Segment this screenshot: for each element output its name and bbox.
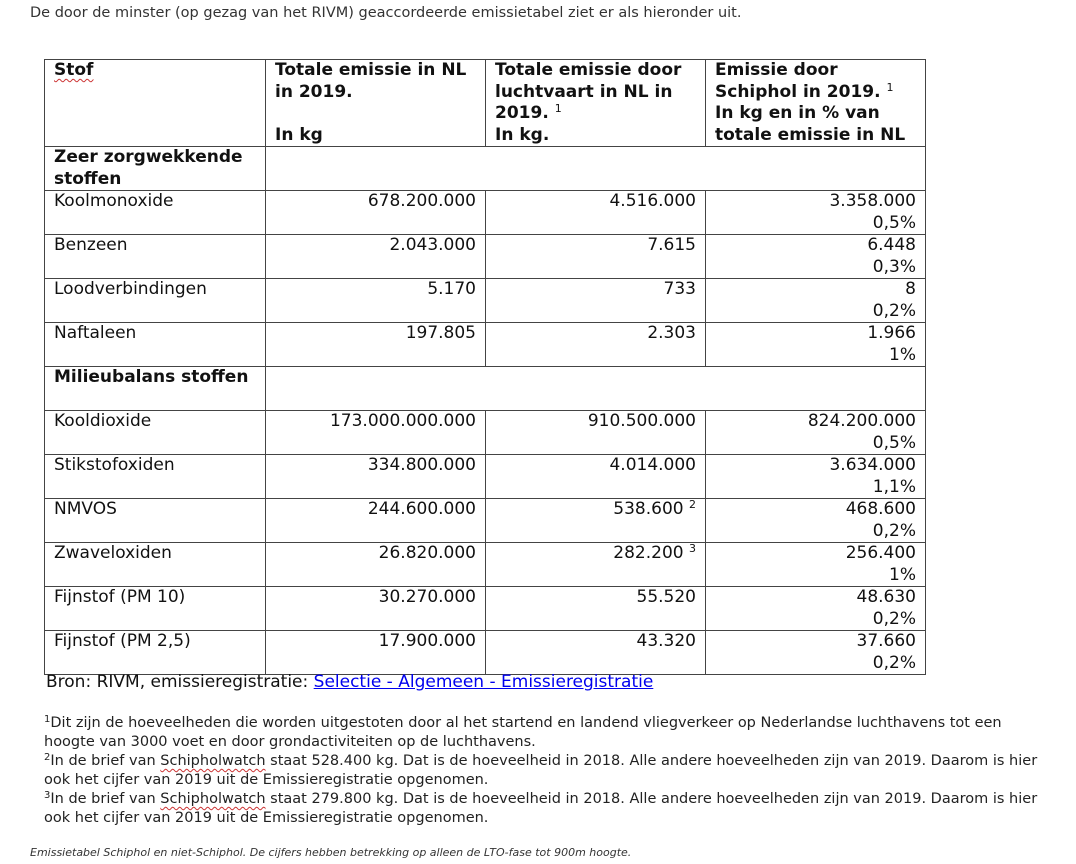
- table-row: Fijnstof (PM 10) 30.270.000 55.520 48.630 0,…: [44, 586, 926, 631]
- cell-stof: Benzeen: [44, 234, 266, 279]
- footnotes: 1Dit zijn de hoeveelheden die worden uit…: [44, 714, 1044, 828]
- cell-schiphol-pct: 0,5%: [872, 432, 916, 453]
- table-row: Stikstofoxiden 334.800.000 4.014.000 3.634.…: [44, 454, 926, 499]
- table-row: NMVOS 244.600.000 538.600 2 468.600 0,2%: [44, 498, 926, 543]
- cell-schiphol-pct: 0,3%: [872, 256, 916, 277]
- cell-aviation: 733: [485, 278, 706, 323]
- cell-stof: NMVOS: [44, 498, 266, 543]
- cell-aviation: 43.320: [485, 630, 706, 675]
- group-empty-cell: [265, 366, 926, 411]
- cell-stof: Fijnstof (PM 2,5): [44, 630, 266, 675]
- cell-aviation: 282.200 3: [485, 542, 706, 587]
- cell-schiphol: 3.634.000 1,1%: [705, 454, 926, 499]
- cell-aviation: 4.516.000: [485, 190, 706, 235]
- header-total-nl: Totale emissie in NL in 2019. In kg: [265, 59, 486, 147]
- cell-schiphol-pct: 0,5%: [872, 212, 916, 233]
- image-caption: Emissietabel Schiphol en niet-Schiphol. …: [30, 846, 632, 859]
- table-header-row: Stof Totale emissie in NL in 2019. In kg …: [44, 59, 926, 147]
- cell-stof: Kooldioxide: [44, 410, 266, 455]
- footnote-3: 3In de brief van Schipholwatch staat 279…: [44, 790, 1038, 827]
- footnote-2: 2In de brief van Schipholwatch staat 528…: [44, 752, 1038, 789]
- table-row: Koolmonoxide 678.200.000 4.516.000 3.358.00…: [44, 190, 926, 235]
- cell-stof: Fijnstof (PM 10): [44, 586, 266, 631]
- table-row: Kooldioxide 173.000.000.000 910.500.000 824…: [44, 410, 926, 455]
- intro-text: De door de minster (op gezag van het RIV…: [30, 5, 742, 21]
- group-label: Zeer zorgwekkende stoffen: [44, 146, 266, 191]
- cell-aviation: 4.014.000: [485, 454, 706, 499]
- cell-schiphol-pct: 0,2%: [872, 520, 916, 541]
- group-row: Milieubalans stoffen: [44, 366, 926, 411]
- cell-total-nl: 17.900.000: [265, 630, 486, 675]
- cell-aviation: 2.303: [485, 322, 706, 367]
- cell-schiphol-pct: 1%: [889, 344, 916, 365]
- cell-total-nl: 197.805: [265, 322, 486, 367]
- table-row: Fijnstof (PM 2,5) 17.900.000 43.320 37.660 0…: [44, 630, 926, 675]
- cell-stof: Stikstofoxiden: [44, 454, 266, 499]
- cell-schiphol-pct: 1%: [889, 564, 916, 585]
- cell-schiphol: 1.966 1%: [705, 322, 926, 367]
- cell-aviation: 55.520: [485, 586, 706, 631]
- table-row: Benzeen 2.043.000 7.615 6.448 0,3%: [44, 234, 926, 279]
- cell-stof: Naftaleen: [44, 322, 266, 367]
- group-empty-cell: [265, 146, 926, 191]
- emission-table: Stof Totale emissie in NL in 2019. In kg …: [44, 59, 926, 675]
- header-schiphol: Emissie door Schiphol in 2019. 1 In kg en…: [705, 59, 926, 147]
- table-row: Naftaleen 197.805 2.303 1.966 1%: [44, 322, 926, 367]
- cell-schiphol: 37.660 0,2%: [705, 630, 926, 675]
- cell-schiphol: 3.358.000 0,5%: [705, 190, 926, 235]
- cell-total-nl: 26.820.000: [265, 542, 486, 587]
- cell-schiphol-pct: 0,2%: [872, 652, 916, 673]
- cell-schiphol: 468.600 0,2%: [705, 498, 926, 543]
- cell-stof: Zwaveloxiden: [44, 542, 266, 587]
- header-stof: Stof: [44, 59, 266, 147]
- cell-schiphol: 824.200.000 0,5%: [705, 410, 926, 455]
- cell-schiphol: 48.630 0,2%: [705, 586, 926, 631]
- cell-schiphol: 8 0,2%: [705, 278, 926, 323]
- cell-total-nl: 244.600.000: [265, 498, 486, 543]
- cell-total-nl: 678.200.000: [265, 190, 486, 235]
- source-link[interactable]: Selectie - Algemeen - Emissieregistratie: [313, 672, 654, 692]
- cell-schiphol-pct: 0,2%: [872, 300, 916, 321]
- table-row: Loodverbindingen 5.170 733 8 0,2%: [44, 278, 926, 323]
- cell-schiphol: 6.448 0,3%: [705, 234, 926, 279]
- cell-aviation: 538.600 2: [485, 498, 706, 543]
- cell-stof: Koolmonoxide: [44, 190, 266, 235]
- cell-total-nl: 30.270.000: [265, 586, 486, 631]
- cell-total-nl: 334.800.000: [265, 454, 486, 499]
- group-row: Zeer zorgwekkende stoffen: [44, 146, 926, 191]
- cell-aviation: 910.500.000: [485, 410, 706, 455]
- header-total-nl-title: Totale emissie in NL in 2019.: [275, 60, 467, 102]
- footnote-1: 1Dit zijn de hoeveelheden die worden uit…: [44, 714, 1002, 751]
- cell-schiphol-pct: 1,1%: [872, 476, 916, 497]
- cell-schiphol-pct: 0,2%: [872, 608, 916, 629]
- group-label: Milieubalans stoffen: [44, 366, 266, 411]
- cell-total-nl: 2.043.000: [265, 234, 486, 279]
- header-aviation: Totale emissie door luchtvaart in NL in …: [485, 59, 706, 147]
- cell-aviation: 7.615: [485, 234, 706, 279]
- source-line: Bron: RIVM, emissieregistratie: Selectie…: [46, 672, 654, 692]
- cell-schiphol: 256.400 1%: [705, 542, 926, 587]
- cell-total-nl: 173.000.000.000: [265, 410, 486, 455]
- cell-total-nl: 5.170: [265, 278, 486, 323]
- table-row: Zwaveloxiden 26.820.000 282.200 3 256.400 1%: [44, 542, 926, 587]
- cell-stof: Loodverbindingen: [44, 278, 266, 323]
